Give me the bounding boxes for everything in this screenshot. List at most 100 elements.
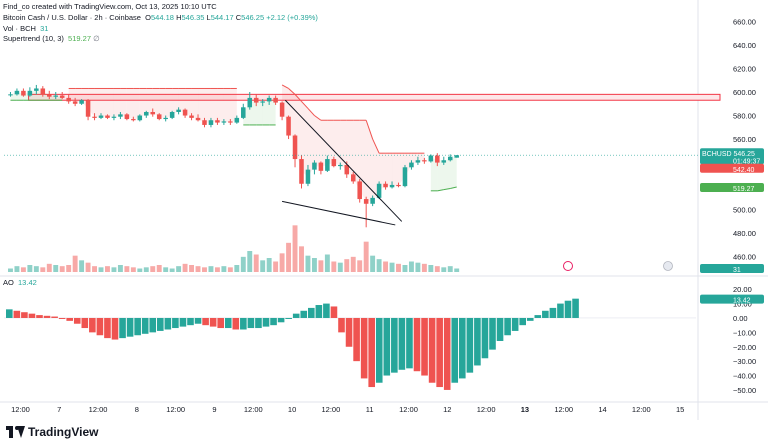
symbol-legend[interactable]: Bitcoin Cash / U.S. Dollar · 2h · Coinba…: [3, 13, 318, 22]
candle-body: [279, 102, 285, 117]
volume-bar: [376, 259, 382, 272]
volume-bar: [234, 265, 240, 272]
badge-bg: [700, 182, 764, 192]
candle: [422, 157, 427, 164]
volume-bar: [428, 265, 434, 272]
candle: [169, 110, 175, 120]
volume-bar: [408, 261, 414, 272]
volume-bar: [111, 267, 117, 272]
volume-bar: [305, 255, 311, 272]
supertrend-fill: [450, 156, 457, 189]
tradingview-logo[interactable]: TradingView: [6, 425, 98, 439]
candle-body: [208, 120, 214, 125]
ao-tick-label: 20.00: [733, 285, 752, 294]
volume-bar: [20, 267, 26, 272]
supertrend-fill: [172, 88, 179, 115]
candle: [131, 116, 136, 122]
candle: [27, 87, 33, 97]
candle: [182, 108, 188, 118]
supertrend-fill: [120, 88, 127, 117]
candle: [208, 117, 214, 128]
ao-bar: [572, 298, 579, 318]
ao-bar: [406, 317, 413, 369]
ao-bar: [413, 317, 421, 372]
ao-bar: [549, 307, 557, 318]
settings-icon[interactable]: ∅: [93, 34, 100, 43]
candle: [40, 86, 46, 97]
volume-bar: [189, 265, 195, 272]
supertrend-fill: [269, 99, 276, 125]
volume-bar: [389, 262, 395, 272]
candle: [415, 156, 421, 165]
candle: [363, 196, 369, 228]
candle-body: [8, 94, 13, 96]
volume-bar: [273, 261, 279, 272]
ao-tick-label: −10.00: [733, 328, 756, 337]
candle: [14, 88, 20, 96]
supertrend-fill: [107, 88, 114, 118]
candle-body: [111, 116, 117, 118]
candle: [253, 94, 259, 107]
candle-body: [409, 162, 414, 168]
candle-body: [156, 114, 162, 120]
supertrend-fill: [159, 88, 166, 119]
ao-bar: [6, 309, 13, 318]
ao-bar: [13, 310, 21, 318]
candle: [428, 154, 434, 163]
supertrend-fill: [288, 88, 296, 148]
volume-bar: [53, 265, 59, 272]
volume-bar: [92, 266, 97, 272]
ao-bar: [345, 317, 353, 347]
candle: [435, 153, 440, 167]
supertrend-fill: [94, 88, 102, 118]
candle: [215, 117, 220, 125]
candle: [299, 155, 304, 189]
ao-bar: [187, 317, 194, 326]
volume-legend[interactable]: Vol · BCH 31: [3, 24, 48, 33]
ao-bar: [474, 317, 481, 366]
volume-bar: [150, 266, 156, 272]
volume-bar: [370, 255, 376, 272]
ao-bar: [300, 310, 308, 318]
badge-bg: [700, 264, 764, 273]
supertrend-line: [365, 120, 374, 140]
candle-body: [105, 115, 110, 118]
supertrend-line: [314, 115, 322, 121]
candle: [396, 182, 401, 188]
supertrend-fill: [191, 88, 199, 120]
ao-bar: [504, 317, 511, 336]
candle-body: [299, 159, 304, 184]
candle: [8, 92, 13, 97]
volume-bar: [299, 246, 304, 272]
ao-bar: [534, 315, 542, 318]
time-tick-label: 10: [288, 405, 296, 414]
supertrend-fill: [210, 88, 218, 123]
candle: [72, 97, 78, 107]
candle: [338, 162, 343, 170]
ao-bar: [21, 312, 28, 318]
volume-bar: [421, 263, 427, 272]
candle-body: [447, 156, 453, 161]
candle-body: [40, 88, 46, 95]
trendline: [284, 99, 403, 222]
ao-bar: [96, 317, 104, 336]
ao-bar: [202, 317, 209, 326]
candle-body: [396, 184, 401, 187]
price-tick-label: 580.00: [733, 112, 756, 121]
candle-body: [59, 95, 65, 98]
candle: [92, 113, 97, 121]
supertrend-fill: [346, 120, 354, 178]
supertrend-line: [437, 189, 444, 192]
ao-legend[interactable]: AO 13.42: [3, 278, 37, 287]
candle-body: [34, 88, 39, 91]
candle: [202, 117, 207, 128]
volume-bar: [383, 261, 389, 272]
time-tick-label: 13: [521, 405, 529, 414]
supertrend-fill: [379, 153, 386, 191]
ao-bar: [194, 317, 202, 324]
candle-body: [357, 181, 362, 200]
supertrend-fill: [256, 100, 263, 125]
supertrend-legend[interactable]: Supertrend (10, 3) 519.27 ∅: [3, 34, 100, 43]
price-tick-label: 600.00: [733, 88, 756, 97]
